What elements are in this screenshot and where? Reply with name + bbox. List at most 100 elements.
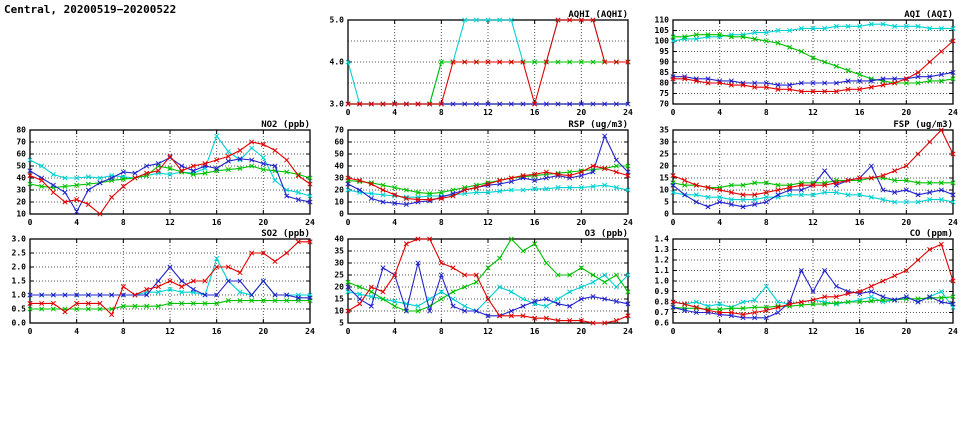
- svg-text:0.7: 0.7: [655, 308, 670, 317]
- svg-text:35: 35: [334, 247, 344, 256]
- svg-text:24: 24: [623, 108, 633, 117]
- svg-text:0.9: 0.9: [655, 287, 670, 296]
- svg-text:O3 (ppb): O3 (ppb): [585, 229, 628, 239]
- svg-text:4: 4: [392, 108, 397, 117]
- svg-text:5: 5: [664, 198, 669, 207]
- svg-text:1.1: 1.1: [655, 266, 670, 275]
- svg-text:8: 8: [764, 108, 769, 117]
- svg-text:40: 40: [334, 162, 344, 171]
- svg-text:16: 16: [855, 218, 865, 227]
- svg-text:0.8: 0.8: [655, 298, 670, 307]
- svg-text:70: 70: [659, 100, 669, 109]
- svg-text:0: 0: [664, 210, 669, 219]
- svg-text:20: 20: [577, 218, 587, 227]
- svg-text:0.6: 0.6: [655, 319, 670, 328]
- svg-text:0: 0: [346, 108, 351, 117]
- svg-text:16: 16: [212, 327, 222, 336]
- svg-text:0: 0: [671, 327, 676, 336]
- svg-text:0.0: 0.0: [12, 319, 27, 328]
- svg-text:24: 24: [948, 327, 958, 336]
- svg-text:8: 8: [439, 327, 444, 336]
- svg-text:25: 25: [334, 271, 344, 280]
- svg-text:12: 12: [808, 218, 818, 227]
- svg-text:50: 50: [334, 150, 344, 159]
- svg-text:75: 75: [659, 89, 669, 98]
- svg-text:NO2 (ppb): NO2 (ppb): [261, 120, 310, 130]
- svg-text:RSP (ug/m3): RSP (ug/m3): [568, 120, 628, 130]
- svg-text:4: 4: [717, 108, 722, 117]
- chart-canvas: 0 4 8 12 16 20 24 5 10 15 20 25 30 35 40 O3 (ppb): [334, 229, 633, 336]
- svg-text:8: 8: [121, 218, 126, 227]
- svg-text:85: 85: [659, 68, 669, 77]
- svg-text:1.3: 1.3: [655, 245, 670, 254]
- svg-text:20: 20: [577, 327, 587, 336]
- chart-co: 0 4 8 12 16 20 24 0.6 0.7 0.8 0.9 1.0 1.1 1.2 1.3 1.4 CO…: [643, 227, 959, 341]
- svg-text:1.0: 1.0: [12, 291, 27, 300]
- svg-text:80: 80: [16, 126, 26, 135]
- svg-text:20: 20: [334, 186, 344, 195]
- svg-text:12: 12: [483, 327, 493, 336]
- svg-text:2.5: 2.5: [12, 249, 27, 258]
- svg-text:1.2: 1.2: [655, 256, 670, 265]
- svg-text:70: 70: [16, 138, 26, 147]
- svg-text:12: 12: [808, 108, 818, 117]
- svg-text:16: 16: [530, 218, 540, 227]
- svg-text:0: 0: [346, 327, 351, 336]
- page-title: Central, 20200519−20200522: [4, 3, 177, 16]
- svg-text:5.0: 5.0: [330, 16, 345, 25]
- chart-canvas: 0 4 8 12 16 20 24 0 5 10 15 20 25 30 35 FSP (ug/m3): [659, 120, 958, 227]
- svg-text:FSP (ug/m3): FSP (ug/m3): [893, 120, 953, 130]
- svg-text:10: 10: [16, 210, 26, 219]
- svg-text:24: 24: [948, 218, 958, 227]
- svg-text:30: 30: [16, 186, 26, 195]
- svg-text:20: 20: [902, 108, 912, 117]
- svg-text:5: 5: [339, 319, 344, 328]
- svg-text:60: 60: [334, 138, 344, 147]
- chart-canvas: 0 4 8 12 16 20 24 0.0 0.5 1.0 1.5 2.0 2.5 3.0 SO2 (ppb…: [12, 229, 315, 336]
- svg-text:16: 16: [855, 327, 865, 336]
- svg-text:25: 25: [659, 150, 669, 159]
- svg-text:30: 30: [334, 174, 344, 183]
- svg-text:10: 10: [334, 198, 344, 207]
- svg-text:15: 15: [659, 174, 669, 183]
- svg-text:8: 8: [121, 327, 126, 336]
- svg-text:40: 40: [334, 235, 344, 244]
- svg-text:24: 24: [305, 218, 315, 227]
- chart-no2: 0 4 8 12 16 20 24 10 20 30 40 50 60 70 80 NO2 (ppb): [0, 118, 316, 232]
- svg-text:1.4: 1.4: [655, 235, 670, 244]
- svg-text:3.0: 3.0: [12, 235, 27, 244]
- svg-text:20: 20: [16, 198, 26, 207]
- svg-text:20: 20: [577, 108, 587, 117]
- svg-text:SO2 (ppb): SO2 (ppb): [261, 229, 310, 239]
- chart-o3: 0 4 8 12 16 20 24 5 10 15 20 25 30 35 40 O3 (ppb): [318, 227, 634, 341]
- svg-text:AQHI (AQHI): AQHI (AQHI): [568, 10, 628, 20]
- svg-text:16: 16: [530, 327, 540, 336]
- chart-aqhi: 0 4 8 12 16 20 24 3.0 4.0 5.0 AQHI (AQHI): [318, 8, 634, 122]
- svg-text:4: 4: [74, 218, 79, 227]
- svg-text:1.5: 1.5: [12, 277, 27, 286]
- svg-text:12: 12: [808, 327, 818, 336]
- svg-text:4: 4: [717, 218, 722, 227]
- svg-text:24: 24: [305, 327, 315, 336]
- svg-text:4: 4: [392, 218, 397, 227]
- svg-text:24: 24: [623, 218, 633, 227]
- svg-text:0: 0: [346, 218, 351, 227]
- svg-text:0.5: 0.5: [12, 305, 27, 314]
- svg-text:0: 0: [671, 218, 676, 227]
- svg-text:70: 70: [334, 126, 344, 135]
- svg-text:8: 8: [439, 218, 444, 227]
- svg-text:80: 80: [659, 79, 669, 88]
- svg-text:110: 110: [655, 16, 670, 25]
- chart-canvas: 0 4 8 12 16 20 24 10 20 30 40 50 60 70 80 NO2 (ppb): [16, 120, 315, 227]
- chart-rsp: 0 4 8 12 16 20 24 0 10 20 30 40 50 60 70 RSP (ug/m3): [318, 118, 634, 232]
- svg-text:30: 30: [334, 259, 344, 268]
- chart-so2: 0 4 8 12 16 20 24 0.0 0.5 1.0 1.5 2.0 2.5 3.0 SO2 (ppb…: [0, 227, 316, 341]
- svg-text:30: 30: [659, 138, 669, 147]
- svg-text:10: 10: [659, 186, 669, 195]
- chart-canvas: 0 4 8 12 16 20 24 3.0 4.0 5.0 AQHI (AQHI): [330, 10, 633, 117]
- svg-text:10: 10: [334, 307, 344, 316]
- svg-text:0: 0: [671, 108, 676, 117]
- svg-text:4: 4: [392, 327, 397, 336]
- svg-text:12: 12: [483, 218, 493, 227]
